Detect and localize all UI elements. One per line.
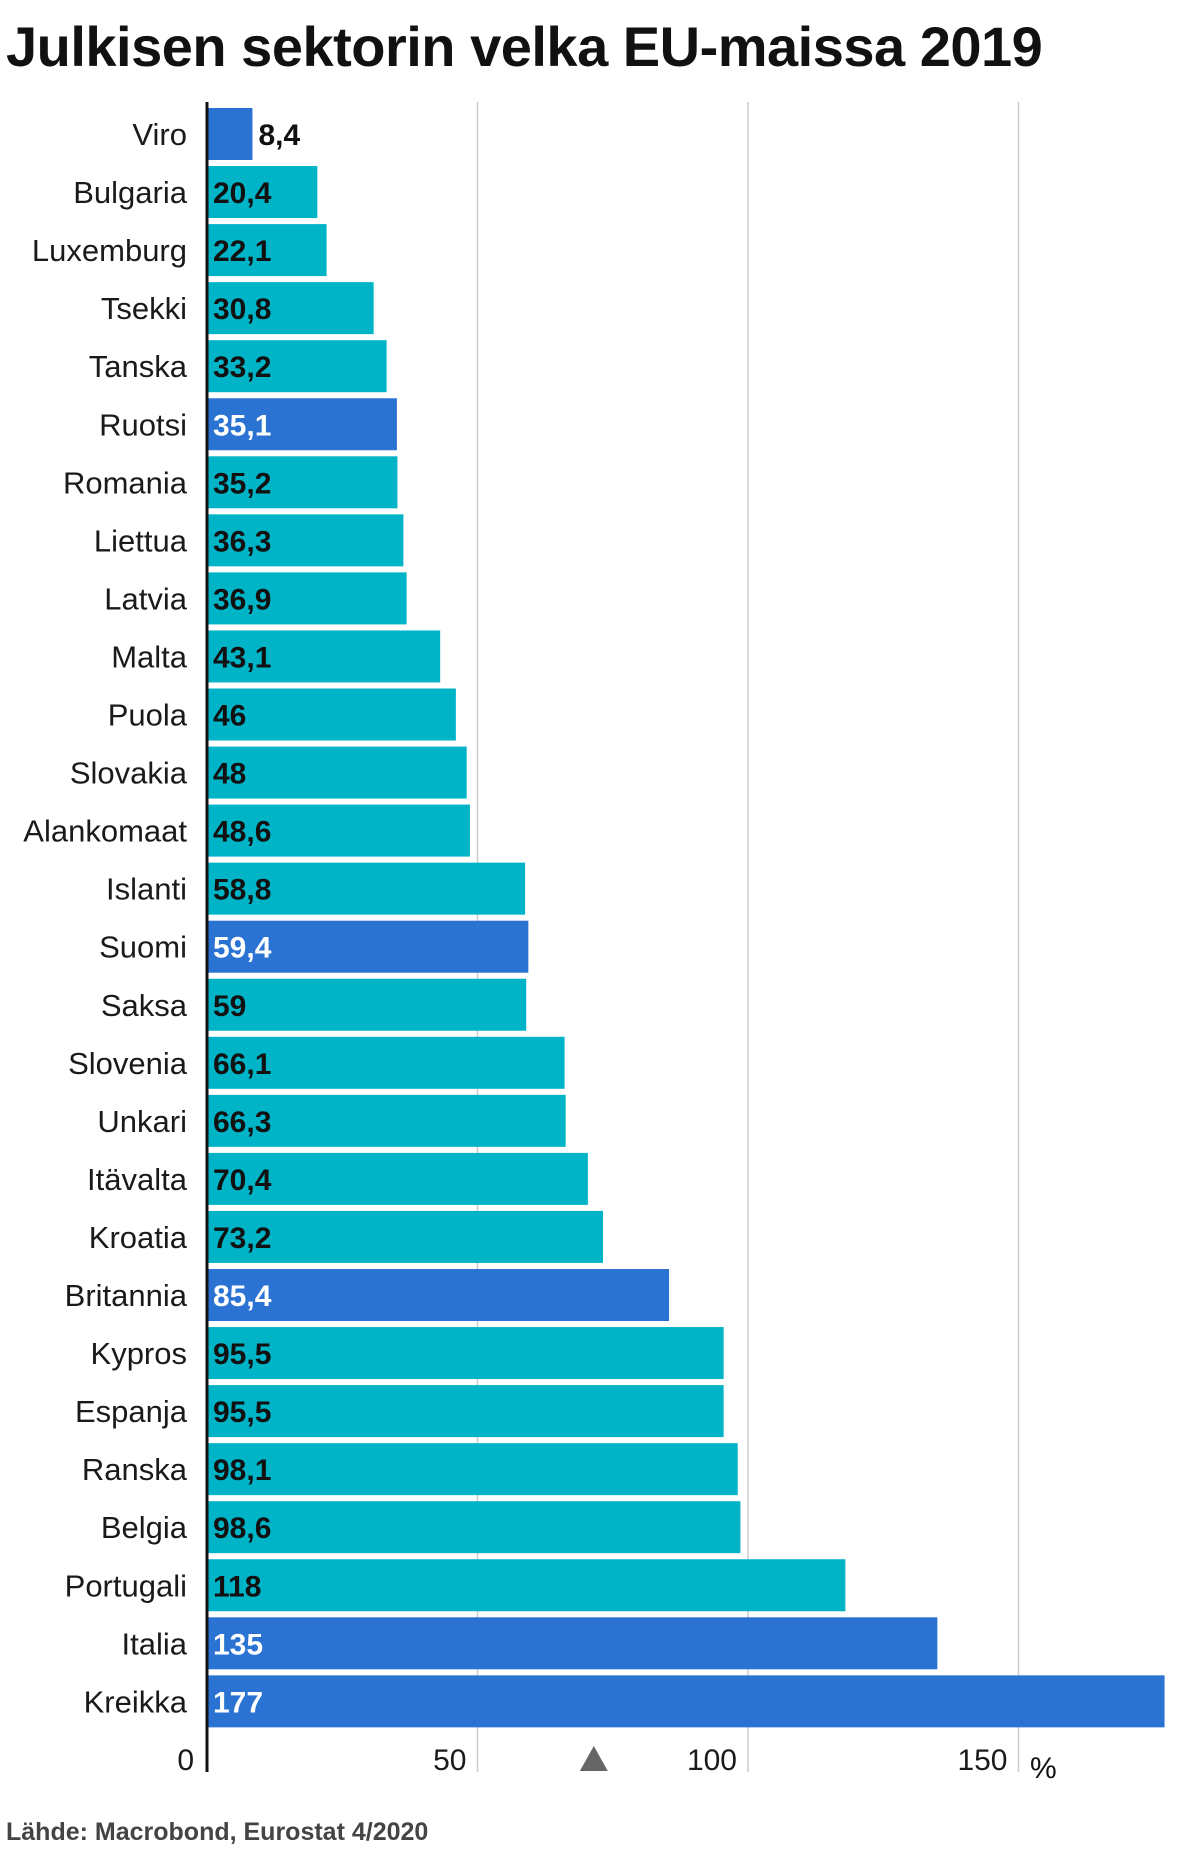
bar-itävalta <box>207 1152 588 1205</box>
category-label: Espanja <box>75 1394 188 1429</box>
value-label: 8,4 <box>258 119 300 152</box>
value-label: 177 <box>213 1686 263 1719</box>
category-label: Unkari <box>97 1104 187 1139</box>
bar-slovenia <box>207 1036 565 1089</box>
value-label: 35,2 <box>213 467 271 500</box>
category-label: Alankomaat <box>23 814 187 849</box>
bar-espanja <box>207 1385 724 1438</box>
bar-saksa <box>207 978 527 1031</box>
value-label: 98,1 <box>213 1454 271 1487</box>
bar-kreikka <box>207 1675 1165 1728</box>
category-label: Slovenia <box>68 1046 188 1081</box>
bar-unkari <box>207 1094 566 1147</box>
bar-alankomaat <box>207 804 470 857</box>
bar-belgia <box>207 1501 741 1554</box>
category-label: Kroatia <box>89 1220 188 1255</box>
bar-slovakia <box>207 746 467 799</box>
bar-bulgaria <box>207 166 318 219</box>
value-label: 59 <box>213 990 246 1023</box>
value-label: 36,3 <box>213 525 271 558</box>
bar-latvia <box>207 572 407 625</box>
category-label: Luxemburg <box>32 233 187 268</box>
bar-ranska <box>207 1443 738 1496</box>
value-label: 30,8 <box>213 293 271 326</box>
category-label: Tanska <box>89 349 188 384</box>
category-label: Ruotsi <box>99 407 187 442</box>
value-label: 43,1 <box>213 641 271 674</box>
bar-puola <box>207 688 456 741</box>
x-tick-label: 0 <box>177 1744 194 1777</box>
value-label: 118 <box>213 1570 261 1603</box>
x-tick-label: 50 <box>433 1744 466 1777</box>
category-label: Kreikka <box>84 1684 188 1719</box>
bar-tsekki <box>207 282 374 335</box>
category-label: Kypros <box>91 1336 187 1371</box>
bar-britannia <box>207 1269 670 1321</box>
category-label: Tsekki <box>101 291 187 326</box>
bar-suomi <box>207 920 529 973</box>
x-tick-label: 100 <box>687 1744 737 1777</box>
bar-luxemburg <box>207 224 327 277</box>
value-label: 135 <box>213 1628 263 1661</box>
value-label: 73,2 <box>213 1222 271 1255</box>
value-label: 48 <box>213 758 246 791</box>
labels: Viro 8,4 Bulgaria 20,4 Luxemburg 22,1 Tsekki 30… <box>23 117 300 1719</box>
bar-tanska <box>207 340 387 393</box>
bars <box>207 108 1165 1728</box>
value-label: 22,1 <box>213 235 271 268</box>
value-label: 36,9 <box>213 583 271 616</box>
value-label: 85,4 <box>213 1280 272 1313</box>
bar-malta <box>207 630 441 683</box>
bar-viro <box>207 108 253 160</box>
category-label: Liettua <box>94 523 188 558</box>
value-label: 20,4 <box>213 177 272 210</box>
category-label: Portugali <box>65 1568 187 1603</box>
x-axis: 0 50 100 150 <box>177 102 1008 1777</box>
value-label: 98,6 <box>213 1512 271 1545</box>
value-label: 59,4 <box>213 932 272 965</box>
source-note: Lähde: Macrobond, Eurostat 4/2020 <box>6 1818 429 1846</box>
category-label: Ranska <box>82 1452 188 1487</box>
bar-kypros <box>207 1327 724 1380</box>
bar-kroatia <box>207 1210 604 1263</box>
bar-ruotsi <box>207 398 397 451</box>
value-label: 70,4 <box>213 1164 272 1197</box>
category-label: Puola <box>108 698 188 733</box>
category-label: Malta <box>111 639 188 674</box>
value-label: 66,3 <box>213 1106 271 1139</box>
category-label: Britannia <box>65 1278 188 1313</box>
bar-italia <box>207 1617 938 1670</box>
unit-label: % <box>1030 1752 1057 1785</box>
category-label: Suomi <box>99 930 187 965</box>
value-label: 66,1 <box>213 1048 271 1081</box>
value-label: 46 <box>213 700 246 733</box>
value-label: 33,2 <box>213 351 271 384</box>
chart-title: Julkisen sektorin velka EU-maissa 2019 <box>6 15 1043 78</box>
category-label: Belgia <box>101 1510 188 1545</box>
bar-romania <box>207 456 398 509</box>
category-label: Saksa <box>101 988 188 1023</box>
category-label: Italia <box>122 1626 188 1661</box>
bar-liettua <box>207 514 404 567</box>
category-label: Latvia <box>104 581 187 616</box>
bar-portugali <box>207 1559 846 1612</box>
value-label: 35,1 <box>213 409 271 442</box>
reference-marker-triangle <box>579 1746 608 1771</box>
value-label: 48,6 <box>213 816 271 849</box>
category-label: Viro <box>132 117 187 152</box>
bar-chart: Viro 8,4 Bulgaria 20,4 Luxemburg 22,1 Tsekki 30… <box>23 102 1165 1777</box>
bar-islanti <box>207 862 526 915</box>
category-label: Slovakia <box>70 756 188 791</box>
value-label: 95,5 <box>213 1396 271 1429</box>
category-label: Islanti <box>106 872 187 907</box>
value-label: 95,5 <box>213 1338 271 1371</box>
category-label: Bulgaria <box>73 175 187 210</box>
category-label: Romania <box>63 465 188 500</box>
value-label: 58,8 <box>213 874 271 907</box>
x-tick-label: 150 <box>957 1744 1007 1777</box>
category-label: Itävalta <box>87 1162 188 1197</box>
